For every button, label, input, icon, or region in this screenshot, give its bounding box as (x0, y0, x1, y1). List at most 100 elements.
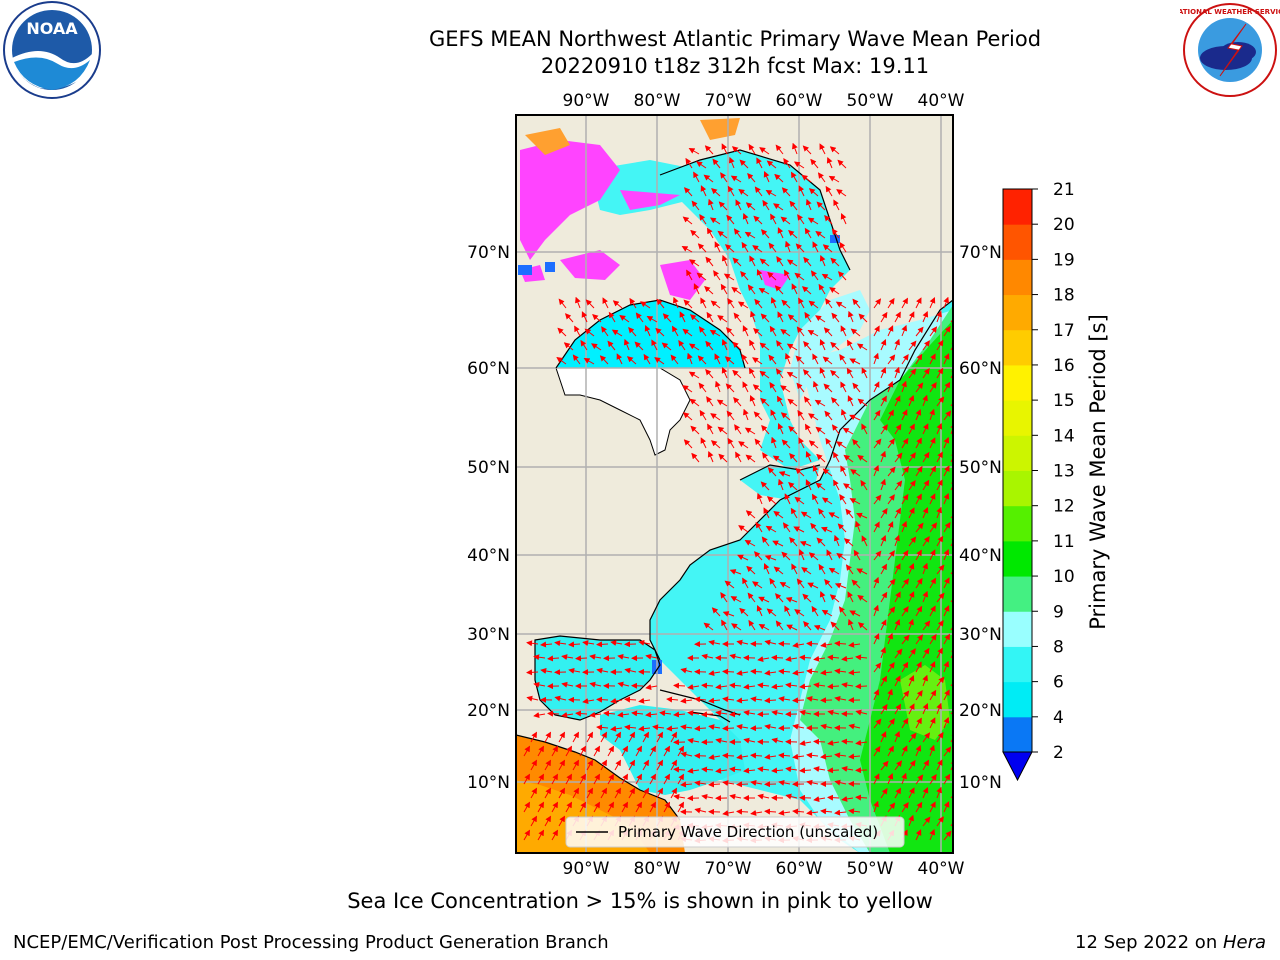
wave-arrow (950, 815, 953, 827)
wave-arrow (950, 731, 953, 743)
wave-arrow (701, 793, 714, 800)
wave-arrow (861, 423, 868, 435)
wave-arrow (936, 759, 943, 771)
wave-arrow (752, 357, 763, 365)
wave-arrow (783, 269, 791, 281)
wave-arrow (873, 521, 880, 533)
wave-arrow (861, 535, 868, 547)
wave-arrow (739, 607, 749, 617)
wave-arrow (929, 522, 938, 533)
wave-arrow (830, 369, 840, 379)
wave-arrow (753, 551, 763, 561)
wave-arrow (643, 353, 651, 365)
wave-arrow (808, 188, 819, 197)
wave-arrow (628, 731, 635, 743)
wave-arrow (673, 794, 686, 800)
wave-arrow (929, 801, 936, 813)
wave-arrow (936, 367, 944, 379)
wave-arrow (830, 397, 840, 407)
wave-arrow (679, 311, 686, 323)
wave-arrow (915, 437, 922, 449)
wave-arrow (777, 311, 784, 323)
wave-arrow (683, 187, 693, 197)
wave-arrow (922, 536, 930, 547)
wave-arrow (610, 697, 623, 704)
wave-arrow (744, 231, 756, 239)
wave-arrow (908, 480, 916, 491)
wave-arrow (663, 773, 670, 785)
wave-arrow (579, 773, 586, 785)
wave-arrow (855, 794, 868, 801)
wave-arrow (645, 653, 658, 660)
wave-arrow (645, 684, 658, 690)
wave-arrow (936, 396, 945, 407)
wave-arrow (840, 408, 847, 421)
wave-arrow (827, 794, 840, 801)
wave-arrow (908, 591, 915, 603)
wave-arrow (557, 327, 567, 337)
wave-arrow (803, 340, 812, 351)
wave-arrow (936, 451, 943, 463)
wave-arrow (558, 815, 565, 827)
wave-arrow (776, 256, 784, 267)
wave-arrow (880, 591, 888, 603)
wave-arrow (929, 661, 936, 673)
wave-arrow (693, 283, 700, 295)
colorbar-tick-label: 20 (1053, 215, 1075, 235)
wave-arrow (943, 801, 950, 813)
wave-arrow (736, 781, 749, 788)
wave-arrow (857, 454, 868, 463)
footer-date: 12 Sep 2022 on Hera (1075, 932, 1266, 953)
wave-arrow (799, 683, 812, 690)
wave-arrow (819, 339, 826, 351)
wave-arrow (848, 641, 861, 648)
sea-ice-note: Sea Ice Concentration > 15% is shown in … (347, 889, 933, 913)
wave-arrow (725, 327, 735, 337)
wave-arrow (754, 298, 763, 309)
wave-arrow (729, 569, 742, 575)
wave-arrow (720, 172, 728, 183)
wave-arrow (843, 538, 854, 547)
wave-arrow (687, 737, 700, 744)
wave-arrow (586, 759, 593, 771)
wave-arrow (673, 711, 686, 718)
wave-arrow (901, 409, 908, 421)
wave-arrow (584, 328, 595, 337)
lon-label: 40°W (918, 91, 965, 111)
wave-arrow (873, 662, 882, 673)
wave-arrow (929, 774, 937, 785)
wave-arrow (813, 655, 826, 662)
colorbar-tick-label: 13 (1053, 462, 1075, 482)
wave-arrow (811, 493, 819, 505)
wave-arrow (744, 427, 756, 435)
wave-arrow (812, 380, 819, 393)
wave-arrow (547, 710, 560, 717)
wave-arrow (894, 730, 901, 743)
wave-arrow (699, 214, 707, 225)
arctic-channels (590, 160, 720, 215)
wave-arrow (814, 399, 826, 407)
wave-arrow (950, 479, 953, 491)
wave-arrow (645, 711, 658, 718)
wave-arrow (847, 310, 854, 323)
wave-arrow (745, 454, 756, 463)
wave-arrow (915, 465, 923, 477)
wave-arrow (887, 438, 895, 449)
wave-arrow (830, 341, 840, 351)
wave-arrow (731, 623, 742, 631)
wave-arrow (649, 773, 656, 785)
wave-arrow (780, 412, 791, 421)
wave-arrow (750, 809, 763, 816)
wave-arrow (772, 540, 784, 547)
wave-arrow (841, 655, 854, 662)
wave-arrow (880, 787, 888, 799)
map-frame (515, 114, 954, 854)
wave-arrow (712, 158, 721, 169)
wave-arrow (823, 383, 833, 393)
wave-arrow (873, 409, 881, 421)
wave-arrow (790, 507, 798, 519)
wave-arrow (680, 667, 693, 674)
wave-arrow (950, 647, 953, 659)
wave-arrow (839, 494, 847, 505)
wave-arrow (845, 508, 854, 519)
